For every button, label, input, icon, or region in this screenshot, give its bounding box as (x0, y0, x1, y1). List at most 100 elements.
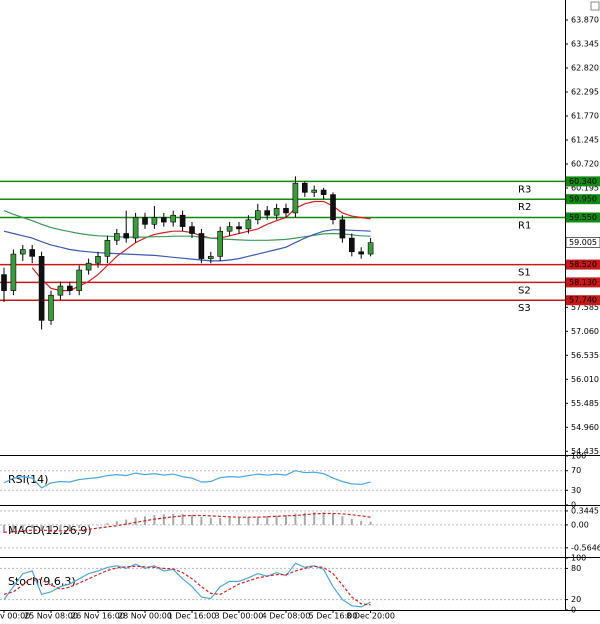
histogram-bar (40, 524, 43, 531)
candle-body (311, 189, 318, 193)
candle-body (114, 233, 120, 241)
y-tick-label: 56.535 (571, 351, 599, 360)
histogram-bar (78, 524, 81, 529)
histogram-bar (31, 524, 34, 529)
level-price-label: 59.950 (569, 195, 597, 204)
level-name: S1 (518, 268, 531, 279)
candle-body (151, 217, 158, 225)
histogram-bar (134, 517, 137, 525)
line-series (3, 229, 371, 262)
candle-body (348, 237, 355, 253)
histogram-bar (350, 518, 353, 525)
histogram-bar (181, 513, 184, 525)
x-tick-label: 3 Dec 00:00 (215, 612, 264, 621)
candle-body (57, 285, 64, 296)
candle-body (132, 217, 139, 239)
y-tick-label: 60.720 (571, 160, 599, 169)
candle-body (170, 214, 176, 223)
y-tick-label: 63.870 (571, 16, 599, 25)
histogram-bar (228, 517, 231, 525)
candle-body (358, 251, 365, 255)
candle-body (85, 262, 92, 271)
candle-body (367, 242, 374, 255)
candle-body (226, 226, 233, 232)
y-tick-label: 80 (571, 564, 581, 573)
histogram-bar (50, 524, 52, 533)
histogram-bar (313, 512, 316, 525)
histogram-bar (153, 515, 156, 525)
candle-body (161, 217, 167, 223)
histogram-bar (68, 524, 71, 530)
level-price-box (566, 194, 600, 205)
level-price-box (566, 295, 600, 306)
histogram-bar (97, 524, 99, 526)
histogram-bar (172, 513, 175, 525)
histogram-bar (59, 524, 62, 532)
y-tick-label: 60.195 (571, 184, 599, 193)
level-name: R1 (518, 220, 531, 231)
histogram-bar (12, 524, 15, 531)
candle-body (189, 226, 195, 234)
level-price-box (566, 176, 600, 187)
candle-body (76, 269, 82, 291)
candle-body (142, 217, 148, 225)
y-tick-label: 61.245 (571, 136, 599, 145)
line-series (3, 470, 371, 489)
x-tick-label: 28 Nov 00:00 (118, 612, 172, 621)
y-tick-label: 54.435 (571, 447, 599, 456)
x-tick-label: 5 Dec 16:00 (309, 612, 358, 621)
candle-body (38, 256, 45, 321)
candle-body (292, 182, 299, 214)
y-tick-label: 54.960 (571, 423, 599, 432)
histogram-bar (209, 517, 212, 525)
candle-body (198, 233, 205, 259)
candle-body (264, 210, 271, 216)
line-series (3, 562, 371, 608)
candle-body (208, 256, 214, 259)
y-tick-label: 57.585 (571, 303, 599, 312)
histogram-bar (21, 524, 24, 529)
histogram-bar (200, 516, 203, 525)
candle-body (1, 274, 7, 291)
histogram-bar (322, 512, 325, 525)
candle-body (10, 253, 17, 291)
y-tick-label: 20 (571, 595, 581, 604)
histogram-bar (266, 515, 269, 525)
candle-body (273, 208, 280, 216)
histogram-bar (285, 515, 287, 525)
level-price-label: 58.130 (569, 278, 597, 287)
y-tick-label: 62.295 (571, 88, 599, 97)
histogram-bar (275, 515, 278, 525)
x-tick-label: v 00:00 (0, 612, 30, 621)
y-tick-label: 30 (571, 486, 581, 495)
y-tick-label: 70 (571, 466, 581, 475)
line-series (3, 512, 371, 533)
candle-body (283, 208, 289, 214)
candle-body (95, 256, 101, 264)
y-tick-label: 100 (571, 554, 586, 563)
histogram-bar (256, 516, 259, 525)
pane-title: Stoch(9,6,3) (8, 575, 76, 588)
histogram-bar (115, 521, 118, 525)
y-tick-label: -0.5646 (571, 543, 600, 552)
window-icon (590, 1, 600, 11)
y-tick-label: 63.345 (571, 40, 599, 49)
level-price-box (566, 277, 600, 288)
y-tick-label: 0 (571, 606, 576, 615)
level-price-box (566, 212, 600, 223)
current-price-label: 59.005 (569, 238, 597, 247)
candle-body (255, 210, 261, 221)
y-tick-label: 61.770 (571, 112, 599, 121)
y-tick-label: 57.060 (571, 327, 599, 336)
histogram-bar (332, 513, 334, 525)
histogram-bar (87, 524, 90, 527)
candle-body (19, 249, 26, 255)
candle-body (320, 189, 327, 195)
candle-body (123, 233, 129, 239)
candle-body (301, 182, 308, 193)
x-tick-label: 26 Nov 16:00 (71, 612, 125, 621)
y-tick-label: 100 (571, 452, 586, 461)
x-tick-label: 1 Dec 16:00 (168, 612, 217, 621)
histogram-bar (3, 524, 5, 534)
